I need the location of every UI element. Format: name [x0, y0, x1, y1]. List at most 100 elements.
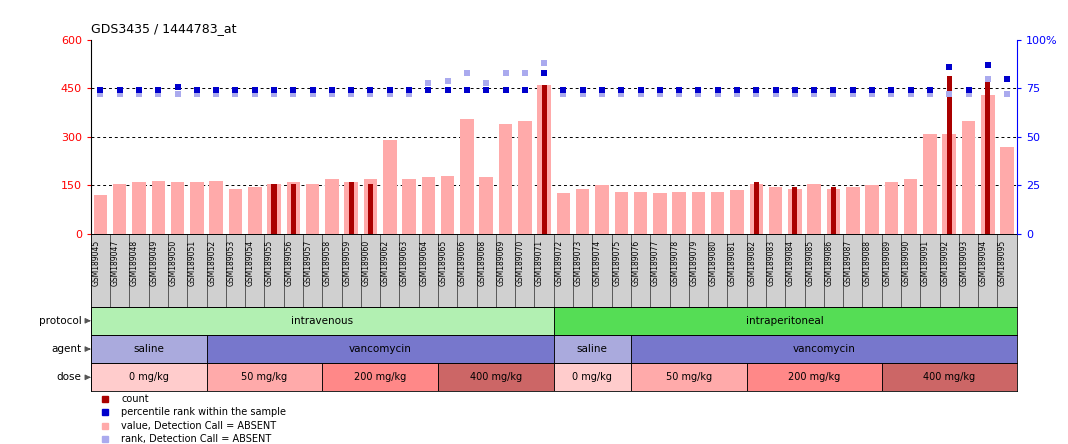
Bar: [595, 186, 609, 234]
Point: [902, 91, 920, 98]
Text: saline: saline: [577, 344, 608, 354]
Text: GSM189052: GSM189052: [207, 240, 216, 286]
Point: [805, 91, 822, 98]
Bar: [325, 179, 339, 234]
Point: [824, 91, 842, 98]
Text: dose: dose: [57, 373, 81, 382]
Bar: [673, 192, 686, 234]
Bar: [962, 121, 975, 234]
Text: GSM189095: GSM189095: [999, 240, 1007, 286]
Bar: [923, 134, 937, 234]
Text: 200 mg/kg: 200 mg/kg: [788, 373, 841, 382]
Bar: [348, 182, 354, 234]
Text: GSM189059: GSM189059: [342, 240, 351, 286]
Bar: [614, 192, 628, 234]
Point: [555, 91, 572, 98]
Point: [844, 87, 861, 94]
Bar: [846, 187, 860, 234]
Bar: [754, 182, 759, 234]
Point: [883, 87, 900, 94]
Text: GSM189081: GSM189081: [728, 240, 737, 286]
Point: [247, 87, 264, 94]
Bar: [518, 121, 532, 234]
Bar: [480, 177, 493, 234]
Point: [748, 91, 765, 98]
Text: GSM189058: GSM189058: [323, 240, 332, 286]
Bar: [206, 335, 554, 363]
Text: GSM189049: GSM189049: [150, 240, 158, 286]
Bar: [654, 194, 666, 234]
Point: [671, 91, 688, 98]
Bar: [631, 335, 1017, 363]
Text: 400 mg/kg: 400 mg/kg: [923, 373, 975, 382]
Point: [285, 91, 302, 98]
Text: 50 mg/kg: 50 mg/kg: [665, 373, 712, 382]
Bar: [383, 140, 396, 234]
Text: GSM189074: GSM189074: [593, 240, 602, 286]
Text: GSM189056: GSM189056: [284, 240, 294, 286]
Point: [555, 87, 572, 94]
Point: [941, 63, 958, 71]
Bar: [576, 189, 590, 234]
Point: [979, 75, 996, 82]
Point: [130, 91, 147, 98]
Point: [535, 69, 552, 76]
Bar: [986, 75, 990, 234]
Point: [883, 91, 900, 98]
Bar: [286, 182, 300, 234]
Point: [207, 87, 224, 94]
Text: GSM189072: GSM189072: [554, 240, 564, 286]
Point: [207, 91, 224, 98]
Bar: [368, 184, 373, 234]
Text: GSM189089: GSM189089: [882, 240, 892, 286]
Point: [150, 87, 167, 94]
Bar: [94, 195, 107, 234]
Point: [497, 69, 514, 76]
Bar: [91, 335, 206, 363]
Text: protocol: protocol: [38, 316, 81, 326]
Text: GSM189053: GSM189053: [226, 240, 235, 286]
Point: [671, 87, 688, 94]
Bar: [364, 179, 377, 234]
Bar: [792, 187, 798, 234]
Bar: [827, 189, 841, 234]
Point: [111, 91, 128, 98]
Bar: [190, 182, 204, 234]
Point: [960, 91, 977, 98]
Text: GSM189092: GSM189092: [940, 240, 949, 286]
Bar: [91, 307, 553, 335]
Bar: [884, 182, 898, 234]
Point: [324, 87, 341, 94]
Text: intraperitoneal: intraperitoneal: [747, 316, 824, 326]
Point: [864, 87, 881, 94]
Point: [439, 77, 456, 84]
Text: GSM189075: GSM189075: [612, 240, 622, 286]
Point: [902, 87, 920, 94]
Point: [786, 87, 803, 94]
Bar: [633, 192, 647, 234]
Point: [362, 91, 379, 98]
Point: [728, 87, 745, 94]
Text: GSM189091: GSM189091: [921, 240, 930, 286]
Bar: [747, 363, 882, 392]
Point: [632, 87, 649, 94]
Point: [651, 87, 669, 94]
Text: GSM189055: GSM189055: [265, 240, 274, 286]
Point: [805, 87, 822, 94]
Text: rank, Detection Call = ABSENT: rank, Detection Call = ABSENT: [122, 434, 271, 444]
Bar: [305, 184, 319, 234]
Bar: [692, 192, 705, 234]
Point: [651, 91, 669, 98]
Text: GSM189087: GSM189087: [844, 240, 852, 286]
Text: count: count: [122, 394, 148, 404]
Text: GSM189051: GSM189051: [188, 240, 197, 286]
Text: GSM189077: GSM189077: [650, 240, 660, 286]
Point: [226, 87, 244, 94]
Bar: [271, 184, 277, 234]
Point: [497, 87, 514, 94]
Point: [941, 91, 958, 98]
Bar: [209, 181, 223, 234]
Text: GSM189064: GSM189064: [420, 240, 428, 286]
Point: [266, 91, 283, 98]
Text: GSM189084: GSM189084: [786, 240, 795, 286]
